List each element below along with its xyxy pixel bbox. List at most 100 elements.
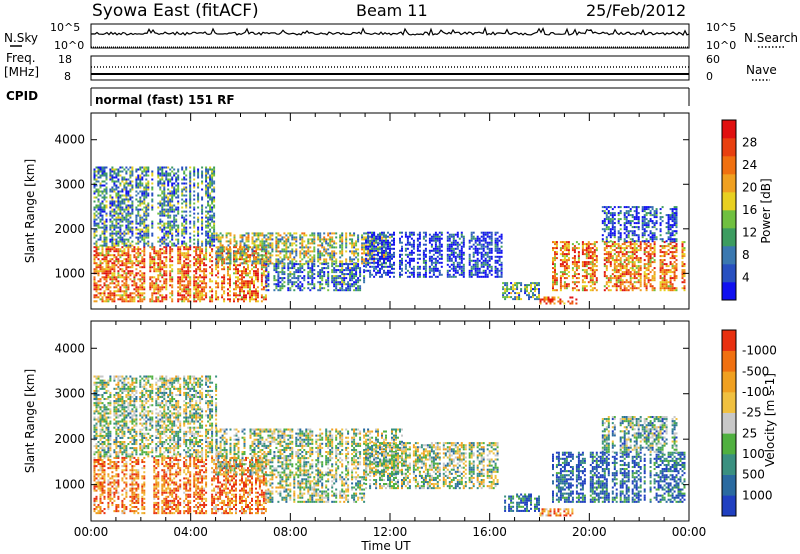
power-cell — [530, 290, 532, 293]
power-cell — [365, 244, 368, 247]
power-cell — [185, 206, 188, 209]
power-cell — [490, 243, 493, 246]
power-cell — [177, 256, 180, 259]
power-cell — [301, 238, 304, 241]
power-cell — [379, 257, 381, 260]
power-cell — [203, 262, 206, 265]
power-cell — [143, 236, 146, 239]
power-cell — [143, 170, 146, 173]
power-cell — [530, 282, 532, 285]
power-cell — [109, 266, 112, 269]
power-cell — [233, 292, 235, 295]
power-cell — [121, 284, 124, 287]
power-cell — [472, 259, 475, 262]
power-cell — [169, 258, 172, 261]
power-cell — [193, 258, 196, 261]
power-cell — [179, 254, 182, 257]
power-cell — [189, 190, 192, 193]
power-cell — [559, 289, 562, 292]
power-cell — [127, 200, 130, 203]
power-cell — [131, 206, 134, 209]
power-cell — [99, 264, 102, 267]
power-cell — [127, 272, 130, 275]
power-cell — [159, 168, 162, 171]
power-cell — [201, 182, 204, 185]
power-cell — [195, 272, 198, 275]
power-cell — [183, 218, 186, 221]
power-cell — [205, 264, 208, 267]
power-cell — [171, 190, 174, 193]
power-cell — [219, 244, 222, 247]
power-cell — [267, 279, 270, 282]
power-cell — [345, 263, 348, 266]
power-cell — [460, 233, 463, 236]
power-cell — [101, 268, 104, 271]
power-cell — [137, 246, 140, 249]
power-cell — [113, 250, 116, 253]
power-cell — [347, 281, 350, 284]
power-cell — [193, 282, 196, 285]
power-cell — [105, 206, 108, 209]
power-cell — [127, 224, 130, 227]
power-cell — [530, 288, 532, 291]
power-cell — [375, 257, 378, 260]
power-cell — [119, 182, 122, 185]
power-cell — [373, 247, 376, 250]
power-cell — [223, 258, 226, 261]
power-cell — [291, 260, 294, 263]
power-cell — [277, 285, 280, 288]
power-cell — [257, 246, 260, 249]
power-cell — [177, 186, 180, 189]
power-cell — [203, 298, 206, 301]
power-cell — [436, 237, 439, 240]
power-cell — [243, 270, 245, 273]
power-cell — [137, 290, 140, 293]
power-cell — [157, 250, 160, 253]
power-cell — [113, 170, 116, 173]
power-cell — [317, 254, 320, 257]
power-cell — [123, 294, 126, 297]
power-cell — [532, 288, 534, 291]
power-cell — [201, 250, 204, 253]
power-cell — [107, 276, 110, 279]
power-cell — [185, 264, 188, 267]
power-cell — [93, 186, 96, 189]
power-cell — [97, 286, 100, 289]
power-cell — [171, 276, 174, 279]
power-cell — [139, 166, 142, 169]
power-cell — [99, 186, 102, 189]
power-cell — [289, 281, 292, 284]
power-cell — [115, 174, 118, 177]
power-cell — [335, 283, 338, 286]
power-cell — [313, 242, 316, 245]
power-cell — [223, 282, 226, 285]
power-cell — [241, 258, 243, 261]
power-cell — [107, 254, 110, 257]
power-cell — [101, 248, 104, 251]
power-cell — [490, 255, 493, 258]
power-cell — [167, 200, 170, 203]
power-cell — [355, 267, 358, 270]
power-cell — [193, 174, 196, 177]
power-cell — [484, 253, 487, 256]
power-cell — [207, 240, 210, 243]
power-cell — [175, 178, 178, 181]
power-cell — [434, 241, 437, 244]
power-cell — [269, 260, 272, 263]
power-cell — [169, 280, 172, 283]
power-cell — [117, 260, 120, 263]
power-cell — [227, 298, 229, 301]
power-cell — [105, 176, 108, 179]
power-cell — [393, 253, 395, 256]
power-cell — [149, 300, 152, 303]
power-cell — [205, 230, 208, 233]
power-cell — [125, 252, 128, 255]
power-cell — [129, 292, 132, 295]
power-cell — [486, 275, 489, 278]
power-cell — [209, 266, 212, 269]
power-cell — [103, 272, 106, 275]
power-cell — [259, 232, 262, 235]
power-cell — [237, 278, 239, 281]
power-cell — [143, 298, 146, 301]
power-cell — [187, 264, 190, 267]
